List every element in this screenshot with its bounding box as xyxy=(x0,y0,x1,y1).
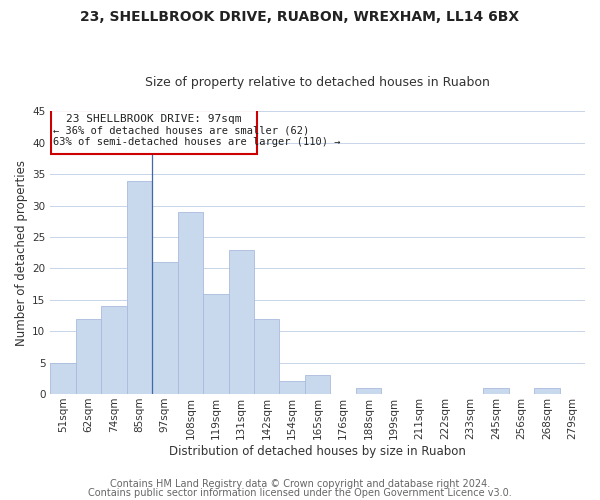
Bar xyxy=(76,318,101,394)
Bar xyxy=(483,388,509,394)
Bar xyxy=(229,250,254,394)
Bar xyxy=(254,318,280,394)
Bar xyxy=(356,388,381,394)
Bar xyxy=(178,212,203,394)
Y-axis label: Number of detached properties: Number of detached properties xyxy=(15,160,28,346)
Bar xyxy=(203,294,229,394)
Bar xyxy=(534,388,560,394)
Text: ← 36% of detached houses are smaller (62): ← 36% of detached houses are smaller (62… xyxy=(53,126,310,136)
Title: Size of property relative to detached houses in Ruabon: Size of property relative to detached ho… xyxy=(145,76,490,90)
Bar xyxy=(305,375,331,394)
Bar xyxy=(127,180,152,394)
Bar xyxy=(280,382,305,394)
Text: 63% of semi-detached houses are larger (110) →: 63% of semi-detached houses are larger (… xyxy=(53,136,341,146)
Text: Contains public sector information licensed under the Open Government Licence v3: Contains public sector information licen… xyxy=(88,488,512,498)
Bar xyxy=(51,110,257,154)
X-axis label: Distribution of detached houses by size in Ruabon: Distribution of detached houses by size … xyxy=(169,444,466,458)
Text: 23 SHELLBROOK DRIVE: 97sqm: 23 SHELLBROOK DRIVE: 97sqm xyxy=(66,114,241,124)
Text: 23, SHELLBROOK DRIVE, RUABON, WREXHAM, LL14 6BX: 23, SHELLBROOK DRIVE, RUABON, WREXHAM, L… xyxy=(80,10,520,24)
Bar xyxy=(152,262,178,394)
Bar xyxy=(101,306,127,394)
Text: Contains HM Land Registry data © Crown copyright and database right 2024.: Contains HM Land Registry data © Crown c… xyxy=(110,479,490,489)
Bar xyxy=(50,362,76,394)
